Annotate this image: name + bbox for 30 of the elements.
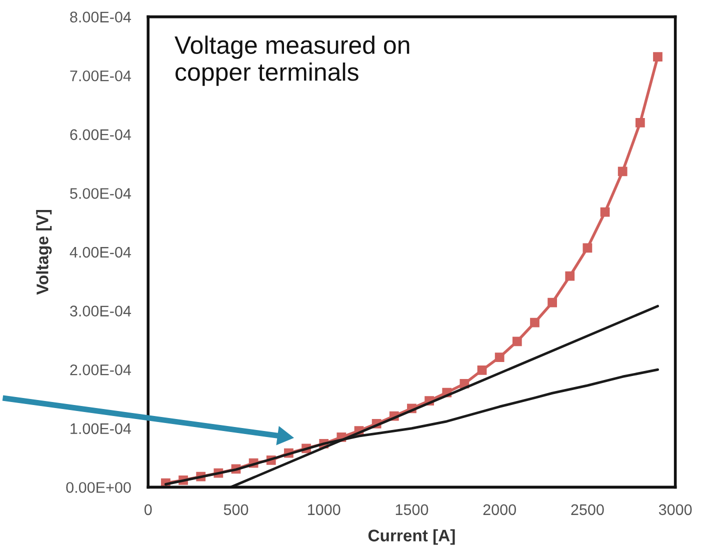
x-tick-label: 500 xyxy=(224,504,248,516)
x-tick-label: 1000 xyxy=(308,504,340,516)
x-tick-label: 3000 xyxy=(658,504,692,516)
point xyxy=(494,352,504,362)
y-tick-label: 6.00E-04 xyxy=(70,129,132,140)
point xyxy=(618,166,628,176)
x-axis-title: Current [A] xyxy=(368,529,455,545)
point xyxy=(635,118,645,128)
y-tick-label: 4.00E-04 xyxy=(70,246,132,258)
y-tick-label: 0.00E+00 xyxy=(66,482,131,493)
point xyxy=(582,243,592,253)
y-tick-label: 2.00E-04 xyxy=(70,364,132,376)
annotation: Voltage measured on copper terminals xyxy=(174,36,410,86)
y-tick-label: 1.00E-04 xyxy=(70,423,132,434)
point xyxy=(512,336,522,346)
point xyxy=(477,366,487,375)
point xyxy=(565,271,575,281)
x-tick-label: 1500 xyxy=(396,504,428,516)
point xyxy=(600,207,610,217)
point xyxy=(548,298,557,308)
x-tick-label: 2000 xyxy=(483,504,516,516)
y-axis-title: Voltage [V] xyxy=(36,210,52,295)
y-tick-label: 3.00E-04 xyxy=(70,306,132,316)
x-tick-label: 2500 xyxy=(571,504,604,516)
x-tick-label: 0 xyxy=(144,504,152,516)
point xyxy=(530,318,540,328)
y-tick-label: 5.00E-04 xyxy=(70,188,132,199)
point xyxy=(653,52,662,62)
y-tick-label: 8.00E-04 xyxy=(70,12,132,22)
y-tick-label: 7.00E-04 xyxy=(70,70,132,82)
